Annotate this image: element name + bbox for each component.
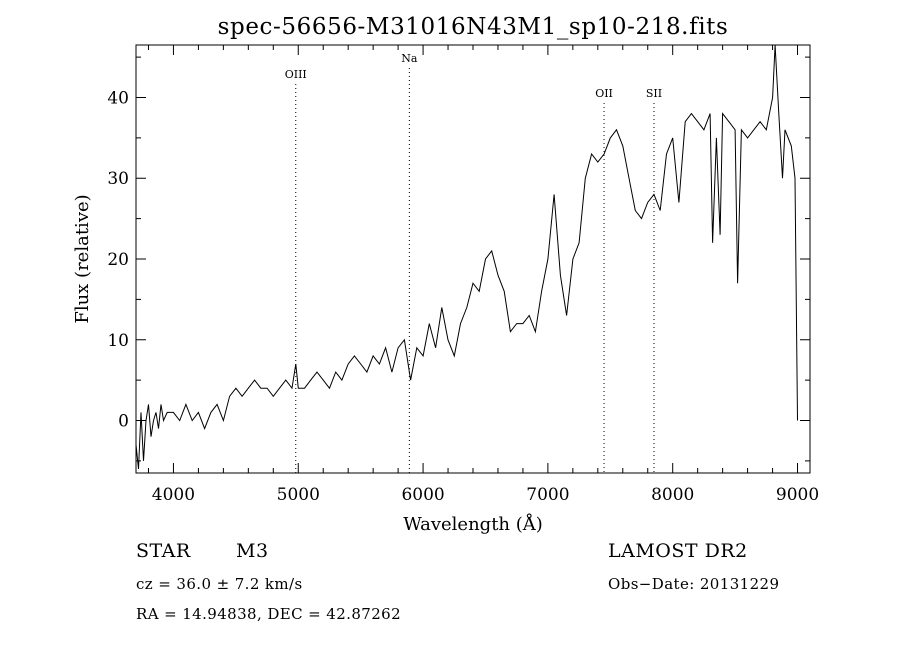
axis-ticks: 4000 5000 6000 7000 8000 9000 0 10 20 30 40 xyxy=(107,45,819,505)
x-tick-label: 4000 xyxy=(152,485,195,505)
y-tick-label: 0 xyxy=(118,412,129,432)
chart-title: spec-56656-M31016N43M1_sp10-218.fits xyxy=(218,14,729,40)
object-subclass: M3 xyxy=(236,540,269,562)
x-axis-label: Wavelength (Å) xyxy=(403,513,543,535)
object-class: STAR xyxy=(136,540,191,562)
line-marker-label: Na xyxy=(401,52,418,65)
x-tick-label: 9000 xyxy=(776,485,819,505)
x-tick-label: 5000 xyxy=(277,485,320,505)
x-tick-label: 7000 xyxy=(526,485,569,505)
line-marker-group: OIII Na OII SII xyxy=(285,52,662,473)
line-marker-label: SII xyxy=(646,87,662,100)
coordinates: RA = 14.94838, DEC = 42.87262 xyxy=(136,605,402,623)
y-axis-label: Flux (relative) xyxy=(72,194,93,323)
plot-frame xyxy=(135,44,811,474)
y-tick-label: 20 xyxy=(107,250,129,270)
y-tick-label: 30 xyxy=(107,169,129,189)
line-marker-label: OII xyxy=(595,87,613,100)
observation-date: Obs−Date: 20131229 xyxy=(608,575,780,593)
redshift-velocity: cz = 36.0 ± 7.2 km/s xyxy=(136,575,303,593)
x-tick-label: 8000 xyxy=(651,485,694,505)
y-tick-label: 10 xyxy=(107,331,129,351)
survey-name: LAMOST DR2 xyxy=(608,540,748,562)
spectrum-line xyxy=(135,44,798,470)
y-tick-label: 40 xyxy=(107,88,129,108)
line-marker-label: OIII xyxy=(285,68,307,81)
x-tick-label: 6000 xyxy=(401,485,444,505)
